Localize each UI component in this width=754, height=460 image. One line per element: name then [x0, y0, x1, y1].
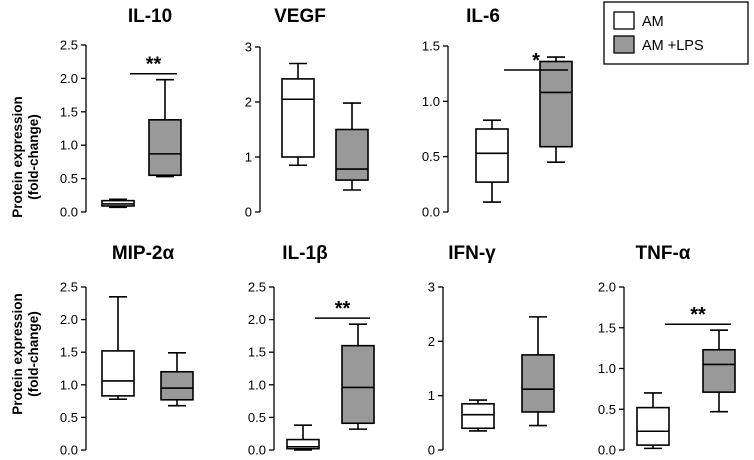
legend-label-am-lps: AM +LPS — [642, 38, 704, 54]
panel-2: VEGF 0 1 2 3 — [245, 6, 369, 220]
box-iqr — [539, 60, 573, 148]
box-am — [475, 119, 509, 203]
y-tick-label: 0 — [245, 205, 252, 220]
y-tick-label: 3 — [245, 40, 252, 55]
y-tick-label: 2.0 — [248, 312, 266, 327]
legend-swatch-am — [613, 11, 635, 30]
panels: IL-10 0.0 0.5 1.0 1.5 2.0 2.5 ** VEGF 0 1 2 3 IL-6 0.0… — [60, 6, 736, 458]
box-am-lps — [341, 323, 375, 430]
box-am-lps — [539, 56, 573, 163]
box-am — [286, 424, 320, 451]
panel-title: IL-6 — [466, 6, 500, 27]
panel-7: TNF-α 0.0 0.5 1.0 1.5 2.0 ** — [598, 243, 736, 458]
y-axis-label-top-line1: Protein expression — [10, 96, 25, 218]
y-tick-label: 1.0 — [598, 361, 616, 376]
y-tick-label: 0.5 — [60, 171, 78, 186]
box-am-lps — [335, 102, 369, 191]
y-axis-label-bottom-line1: Protein expression — [10, 293, 25, 415]
box-am-lps — [702, 329, 736, 413]
y-tick-label: 0 — [428, 443, 435, 458]
y-tick-label: 2 — [428, 334, 435, 349]
y-tick-label: 1.5 — [60, 104, 78, 119]
panel-title: TNF-α — [636, 243, 691, 264]
panel-3: IL-6 0.0 0.5 1.0 1.5 * — [422, 6, 573, 220]
legend-swatch-am-lps — [613, 35, 635, 54]
significance-label: ** — [335, 298, 351, 320]
y-tick-label: 1 — [428, 388, 435, 403]
box-iqr — [461, 403, 495, 430]
y-tick-label: 3 — [428, 280, 435, 295]
box-am — [636, 392, 670, 450]
box-iqr — [341, 344, 375, 425]
panel-title: IFN-γ — [448, 243, 496, 264]
y-tick-label: 0.5 — [248, 410, 266, 425]
y-tick-label: 0.0 — [60, 205, 78, 220]
y-axis-label-bottom-line2: (fold-change) — [26, 311, 41, 397]
significance-label: * — [532, 50, 540, 72]
y-tick-label: 1.0 — [248, 377, 266, 392]
y-tick-label: 1.0 — [60, 377, 78, 392]
box-iqr — [160, 370, 194, 401]
box-am — [281, 62, 315, 167]
significance-label: ** — [690, 304, 706, 326]
box-iqr — [702, 348, 736, 393]
y-tick-label: 2.5 — [248, 280, 266, 295]
y-tick-label: 0.5 — [598, 402, 616, 417]
y-tick-label: 0.0 — [422, 205, 440, 220]
y-tick-label: 0.0 — [60, 443, 78, 458]
y-tick-label: 2.0 — [60, 71, 78, 86]
panel-title: IL-10 — [128, 6, 172, 27]
y-tick-label: 1.5 — [422, 39, 440, 54]
box-am-lps — [521, 316, 555, 427]
box-iqr — [636, 406, 670, 446]
y-tick-label: 1 — [245, 150, 252, 165]
box-iqr — [475, 128, 509, 183]
y-tick-label: 2.0 — [60, 312, 78, 327]
legend: AM AM +LPS — [603, 1, 749, 65]
y-tick-label: 1.5 — [598, 320, 616, 335]
y-tick-label: 0.0 — [598, 443, 616, 458]
panel-title: VEGF — [274, 6, 326, 27]
y-tick-label: 0.5 — [422, 149, 440, 164]
legend-frame — [603, 1, 749, 65]
box-iqr — [281, 78, 315, 158]
box-iqr — [521, 354, 555, 413]
box-am-lps — [160, 352, 194, 407]
panel-6: IFN-γ 0 1 2 3 — [428, 243, 555, 458]
box-iqr — [286, 438, 320, 450]
y-tick-label: 1.5 — [248, 345, 266, 360]
box-iqr — [335, 128, 369, 181]
box-am — [101, 198, 135, 209]
y-tick-label: 1.0 — [60, 138, 78, 153]
y-tick-label: 2.5 — [60, 38, 78, 53]
panel-4: MIP-2α 0.0 0.5 1.0 1.5 2.0 2.5 — [60, 243, 194, 458]
y-tick-label: 1.0 — [422, 94, 440, 109]
panel-1: IL-10 0.0 0.5 1.0 1.5 2.0 2.5 ** — [60, 6, 182, 220]
y-tick-label: 1.5 — [60, 345, 78, 360]
panel-5: IL-1β 0.0 0.5 1.0 1.5 2.0 2.5 ** — [248, 243, 375, 458]
y-tick-label: 0.5 — [60, 410, 78, 425]
box-am — [461, 399, 495, 432]
significance-label: ** — [146, 54, 162, 76]
y-tick-label: 2 — [245, 95, 252, 110]
box-iqr — [148, 119, 182, 177]
box-am — [101, 295, 135, 400]
panel-title: IL-1β — [282, 243, 327, 264]
y-tick-label: 2.5 — [60, 280, 78, 295]
box-am-lps — [148, 78, 182, 178]
y-tick-label: 0.0 — [248, 443, 266, 458]
y-tick-label: 2.0 — [598, 280, 616, 295]
y-axis-label-top-line2: (fold-change) — [26, 114, 41, 200]
box-iqr — [101, 350, 135, 397]
legend-label-am: AM — [642, 14, 664, 30]
panel-title: MIP-2α — [112, 243, 175, 264]
